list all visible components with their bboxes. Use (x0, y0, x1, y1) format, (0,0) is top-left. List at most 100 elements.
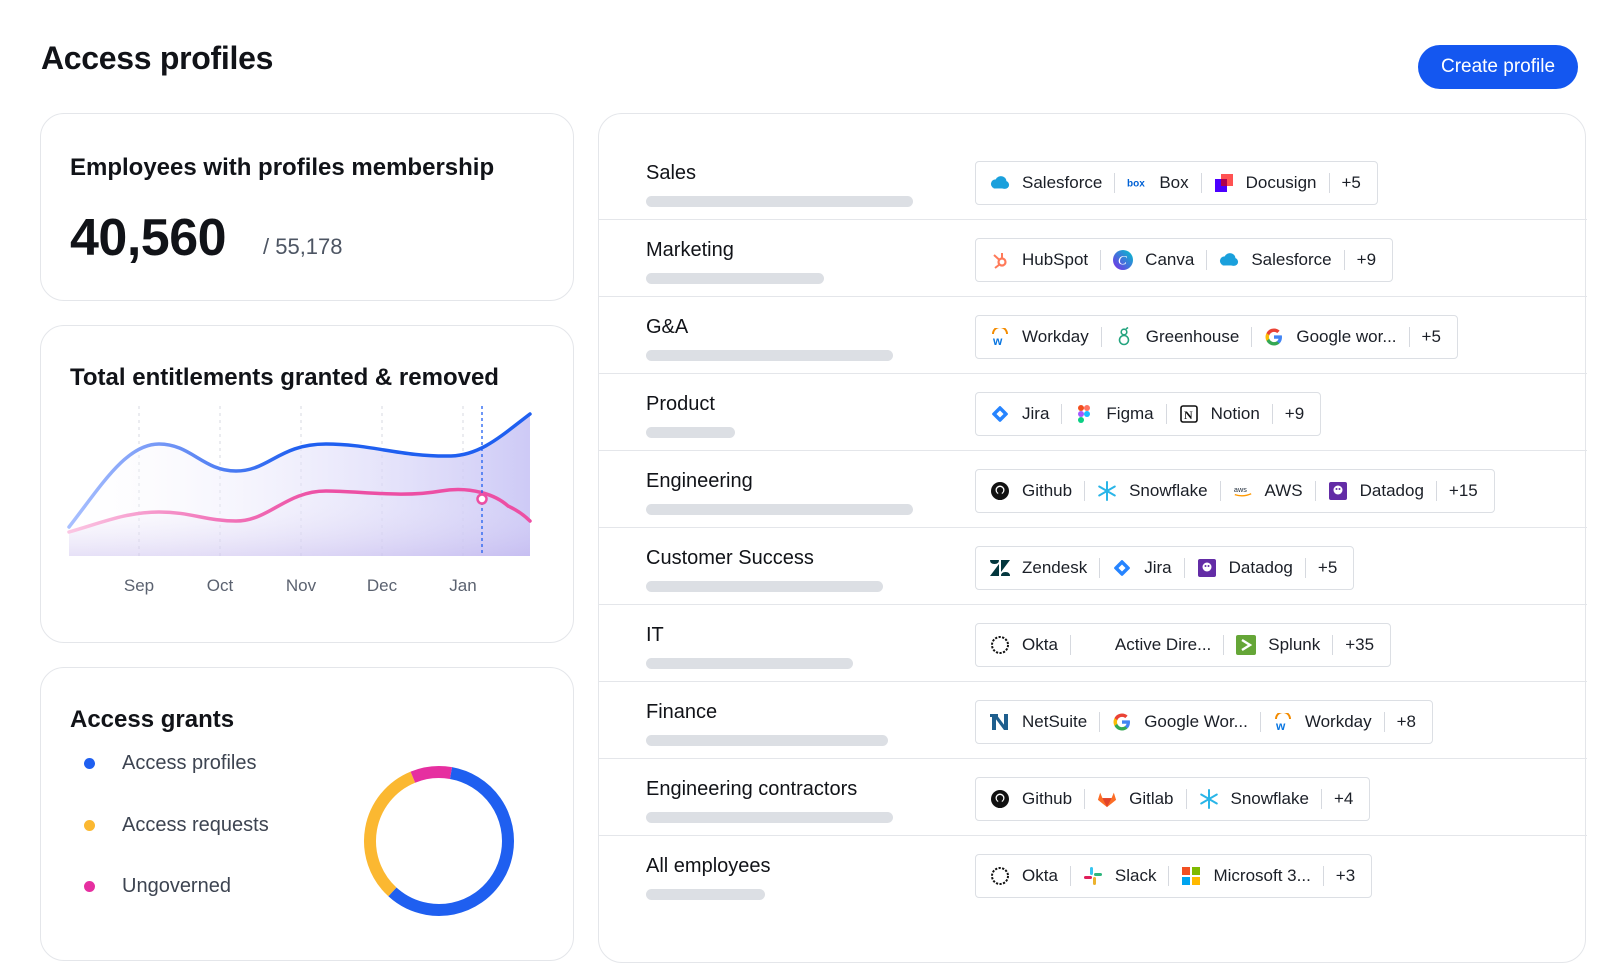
workday-icon: w (1273, 712, 1293, 732)
greenhouse-icon (1114, 327, 1134, 347)
app-chip: Slack (1083, 866, 1157, 886)
more-apps-count[interactable]: +9 (1284, 404, 1305, 423)
separator (1219, 481, 1221, 501)
profile-apps-pill[interactable]: Okta Active Dire... Splunk +35 (975, 623, 1392, 667)
profile-apps-pill[interactable]: Github Snowflake aws AWS Datadog +15 (975, 469, 1495, 513)
app-chip: Datadog (1197, 558, 1293, 578)
profile-apps-pill[interactable]: Okta Slack Microsoft 3... +3 (975, 854, 1373, 898)
profile-apps-pill[interactable]: Jira Figma N Notion +9 (975, 392, 1322, 436)
profile-name: Sales (646, 162, 697, 184)
more-apps-count[interactable]: +5 (1421, 327, 1441, 346)
app-chip: HubSpot (990, 250, 1088, 270)
membership-total: / 55,178 (263, 234, 343, 259)
profile-row[interactable]: All employees Okta Slack Microsoft 3... +3 (599, 836, 1587, 913)
donut-segment (364, 766, 514, 916)
profile-apps-pill[interactable]: Zendesk Jira Datadog +5 (975, 546, 1355, 590)
legend-label: Access requests (122, 814, 269, 836)
separator (1099, 712, 1101, 732)
more-apps-count[interactable]: +8 (1396, 712, 1416, 731)
profile-name: Product (646, 393, 715, 415)
svg-text:C: C (1118, 253, 1127, 268)
profile-apps-pill[interactable]: Salesforce box Box Docusign +5 (975, 161, 1378, 205)
legend-dot (84, 881, 95, 892)
x-tick-label: Jan (449, 576, 476, 595)
gitlab-icon (1097, 789, 1117, 809)
profile-name: Finance (646, 701, 718, 723)
app-chip: Google wor... (1264, 327, 1397, 347)
legend-label: Ungoverned (122, 875, 231, 897)
app-chip: Github (990, 789, 1072, 809)
donut-segment (364, 766, 514, 916)
app-chip: Jira (1112, 558, 1172, 578)
app-name: Github (1022, 789, 1073, 808)
separator (1084, 789, 1086, 809)
profile-row[interactable]: Finance NetSuite Google Wor... w Workday +8 (599, 682, 1587, 759)
separator (1314, 481, 1316, 501)
x-tick-label: Oct (207, 576, 234, 595)
svg-text:N: N (1184, 408, 1193, 422)
app-chip: Jira (990, 404, 1049, 424)
box-icon: box (1127, 173, 1147, 193)
legend-item: Access requests (84, 814, 269, 837)
hover-point[interactable] (476, 493, 488, 505)
more-apps-count[interactable]: +5 (1341, 173, 1361, 192)
app-name: Active Dire... (1114, 635, 1212, 654)
more-apps-count[interactable]: +5 (1317, 558, 1338, 577)
google-icon (1264, 327, 1284, 347)
membership-count: 40,560 (70, 209, 227, 267)
profile-row[interactable]: Engineering contractors Github Gitlab Snowf… (599, 759, 1587, 836)
profile-row[interactable]: Engineering Github Snowflake aws AWS Datadog +… (599, 451, 1587, 528)
app-name: Github (1022, 481, 1073, 500)
profile-apps-pill[interactable]: HubSpot C Canva Salesforce +9 (975, 238, 1394, 282)
more-apps-count[interactable]: +15 (1448, 481, 1478, 500)
profile-membership-bar (646, 812, 893, 823)
separator (1332, 635, 1334, 655)
splunk-icon (1236, 635, 1257, 655)
profile-name: Marketing (646, 239, 734, 261)
profile-name: IT (646, 624, 664, 646)
removed-series-line (67, 487, 532, 534)
profile-membership-bar (646, 273, 824, 284)
profile-row[interactable]: Sales Salesforce box Box Docusign +5 (599, 143, 1587, 220)
entitlements-chart: Sep Oct Nov Dec Jan (67, 406, 532, 595)
more-apps-count[interactable]: +4 (1333, 789, 1354, 808)
profile-row[interactable]: IT Okta Active Dire... Splunk +35 (599, 605, 1587, 682)
access-grants-card: Access grants Access profiles Access requ… (40, 667, 574, 961)
x-tick-label: Sep (124, 576, 154, 595)
salesforce-icon (990, 173, 1010, 193)
profile-row[interactable]: G&A w Workday Greenhouse Google wor... +5 (599, 297, 1587, 374)
app-name: Google Wor... (1144, 712, 1248, 731)
okta-icon (990, 635, 1010, 655)
app-chip: Figma (1074, 404, 1154, 424)
profile-apps-pill[interactable]: Github Gitlab Snowflake +4 (975, 777, 1371, 821)
separator (1168, 866, 1170, 886)
jira-icon (990, 404, 1010, 424)
create-profile-button[interactable]: Create profile (1418, 45, 1578, 89)
notion-icon: N (1179, 404, 1199, 424)
canva-icon: C (1113, 250, 1134, 270)
access-grants-donut (364, 766, 514, 916)
app-name: Workday (1304, 712, 1372, 731)
membership-title: Employees with profiles membership (70, 154, 495, 181)
separator (1165, 404, 1167, 424)
profile-apps-pill[interactable]: w Workday Greenhouse Google wor... +5 (975, 315, 1458, 359)
app-name: Google wor... (1296, 327, 1397, 346)
app-chip: box Box (1127, 173, 1188, 193)
profile-row[interactable]: Product Jira Figma N Notion +9 (599, 374, 1587, 451)
profile-row[interactable]: Marketing HubSpot C Canva Salesforce +9 (599, 220, 1587, 297)
app-name: Figma (1106, 404, 1154, 423)
profile-name: Engineering (646, 470, 753, 492)
separator (1408, 327, 1410, 347)
donut-segment (364, 766, 514, 916)
more-apps-count[interactable]: +35 (1345, 635, 1375, 654)
more-apps-count[interactable]: +3 (1335, 866, 1356, 885)
app-name: Slack (1114, 866, 1157, 885)
profiles-list-card: Sales Salesforce box Box Docusign +5 Marketing… (598, 113, 1587, 963)
profile-row[interactable]: Customer Success Zendesk Jira Datadog +5 (599, 528, 1587, 605)
separator (1100, 327, 1102, 347)
separator (1259, 712, 1261, 732)
profile-apps-pill[interactable]: NetSuite Google Wor... w Workday +8 (975, 700, 1433, 744)
app-chip: Splunk (1236, 635, 1320, 655)
profile-name: All employees (646, 855, 771, 877)
more-apps-count[interactable]: +9 (1356, 250, 1377, 269)
